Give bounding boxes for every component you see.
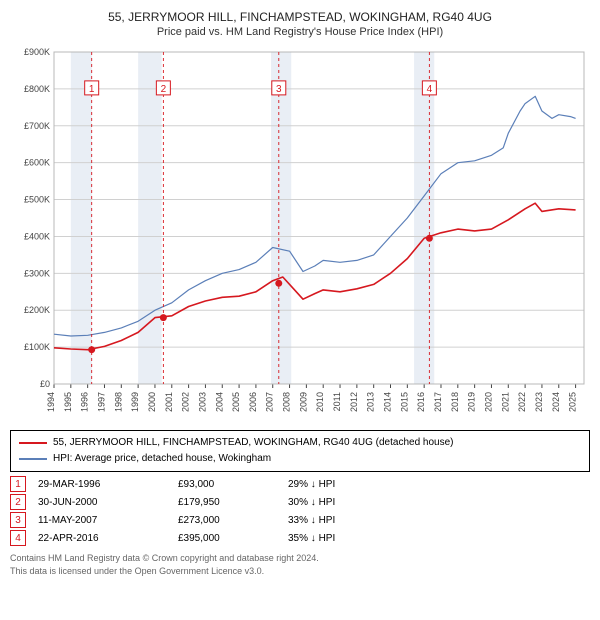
price-chart: £0 £100K £200K £300K £400K £500K £600K £700K £80… <box>8 44 592 424</box>
svg-text:2002: 2002 <box>181 392 191 412</box>
sale-marker-number: 3 <box>10 512 26 528</box>
svg-text:£400K: £400K <box>24 231 50 241</box>
svg-text:2005: 2005 <box>231 392 241 412</box>
svg-text:2019: 2019 <box>467 392 477 412</box>
svg-text:2018: 2018 <box>450 392 460 412</box>
sale-hpi-delta: 30% ↓ HPI <box>288 497 408 508</box>
svg-text:1996: 1996 <box>80 392 90 412</box>
sale-hpi-delta: 35% ↓ HPI <box>288 533 408 544</box>
svg-text:2021: 2021 <box>500 392 510 412</box>
sale-date: 30-JUN-2000 <box>38 497 178 508</box>
svg-text:3: 3 <box>276 84 282 95</box>
svg-text:2012: 2012 <box>349 392 359 412</box>
svg-text:2020: 2020 <box>483 392 493 412</box>
svg-text:2009: 2009 <box>298 392 308 412</box>
svg-text:2: 2 <box>161 84 167 95</box>
sale-hpi-delta: 33% ↓ HPI <box>288 515 408 526</box>
sale-price: £395,000 <box>178 533 288 544</box>
svg-text:£500K: £500K <box>24 195 50 205</box>
svg-text:1998: 1998 <box>113 392 123 412</box>
svg-text:2025: 2025 <box>568 392 578 412</box>
chart-svg: £0 £100K £200K £300K £400K £500K £600K £700K £80… <box>8 44 592 424</box>
svg-text:1: 1 <box>89 84 95 95</box>
footer-line-1: Contains HM Land Registry data © Crown c… <box>10 552 590 565</box>
page-subtitle: Price paid vs. HM Land Registry's House … <box>8 26 592 38</box>
sale-price: £179,950 <box>178 497 288 508</box>
sale-hpi-delta: 29% ↓ HPI <box>288 479 408 490</box>
svg-text:£200K: £200K <box>24 305 50 315</box>
sale-row: 4 22-APR-2016£395,00035% ↓ HPI <box>10 530 590 546</box>
svg-text:2001: 2001 <box>164 392 174 412</box>
sale-row: 2 30-JUN-2000£179,95030% ↓ HPI <box>10 494 590 510</box>
sale-price: £93,000 <box>178 479 288 490</box>
sale-row: 3 11-MAY-2007£273,00033% ↓ HPI <box>10 512 590 528</box>
svg-text:£100K: £100K <box>24 342 50 352</box>
svg-text:1997: 1997 <box>96 392 106 412</box>
footer-attribution: Contains HM Land Registry data © Crown c… <box>10 552 590 577</box>
footer-line-2: This data is licensed under the Open Gov… <box>10 565 590 578</box>
svg-text:2015: 2015 <box>399 392 409 412</box>
svg-text:2013: 2013 <box>366 392 376 412</box>
sale-row: 1 29-MAR-1996£93,00029% ↓ HPI <box>10 476 590 492</box>
svg-text:4: 4 <box>427 84 433 95</box>
legend-item: HPI: Average price, detached house, Woki… <box>19 451 581 467</box>
svg-text:1999: 1999 <box>130 392 140 412</box>
svg-text:2010: 2010 <box>315 392 325 412</box>
legend-item: 55, JERRYMOOR HILL, FINCHAMPSTEAD, WOKIN… <box>19 435 581 451</box>
sale-price: £273,000 <box>178 515 288 526</box>
svg-text:2008: 2008 <box>282 392 292 412</box>
svg-text:2016: 2016 <box>416 392 426 412</box>
sales-table: 1 29-MAR-1996£93,00029% ↓ HPI 2 30-JUN-2000… <box>10 476 590 546</box>
sale-date: 29-MAR-1996 <box>38 479 178 490</box>
svg-text:2003: 2003 <box>197 392 207 412</box>
legend: 55, JERRYMOOR HILL, FINCHAMPSTEAD, WOKIN… <box>10 430 590 472</box>
svg-text:2014: 2014 <box>383 392 393 412</box>
svg-text:2024: 2024 <box>551 392 561 412</box>
svg-text:£800K: £800K <box>24 84 50 94</box>
svg-text:£0: £0 <box>40 379 50 389</box>
svg-text:£600K: £600K <box>24 158 50 168</box>
svg-text:2006: 2006 <box>248 392 258 412</box>
sale-date: 22-APR-2016 <box>38 533 178 544</box>
svg-text:1995: 1995 <box>63 392 73 412</box>
svg-text:2023: 2023 <box>534 392 544 412</box>
svg-text:1994: 1994 <box>46 392 56 412</box>
sale-date: 11-MAY-2007 <box>38 515 178 526</box>
page-title: 55, JERRYMOOR HILL, FINCHAMPSTEAD, WOKIN… <box>8 10 592 24</box>
svg-text:2007: 2007 <box>265 392 275 412</box>
sale-marker-number: 1 <box>10 476 26 492</box>
legend-swatch <box>19 442 47 444</box>
legend-label: 55, JERRYMOOR HILL, FINCHAMPSTEAD, WOKIN… <box>53 435 453 451</box>
sale-marker-number: 2 <box>10 494 26 510</box>
svg-text:£700K: £700K <box>24 121 50 131</box>
svg-text:2011: 2011 <box>332 392 342 411</box>
svg-text:2000: 2000 <box>147 392 157 412</box>
svg-text:2022: 2022 <box>517 392 527 412</box>
legend-swatch <box>19 458 47 460</box>
svg-text:2017: 2017 <box>433 392 443 412</box>
svg-text:2004: 2004 <box>214 392 224 412</box>
legend-label: HPI: Average price, detached house, Woki… <box>53 451 271 467</box>
svg-text:£900K: £900K <box>24 47 50 57</box>
svg-text:£300K: £300K <box>24 268 50 278</box>
sale-marker-number: 4 <box>10 530 26 546</box>
